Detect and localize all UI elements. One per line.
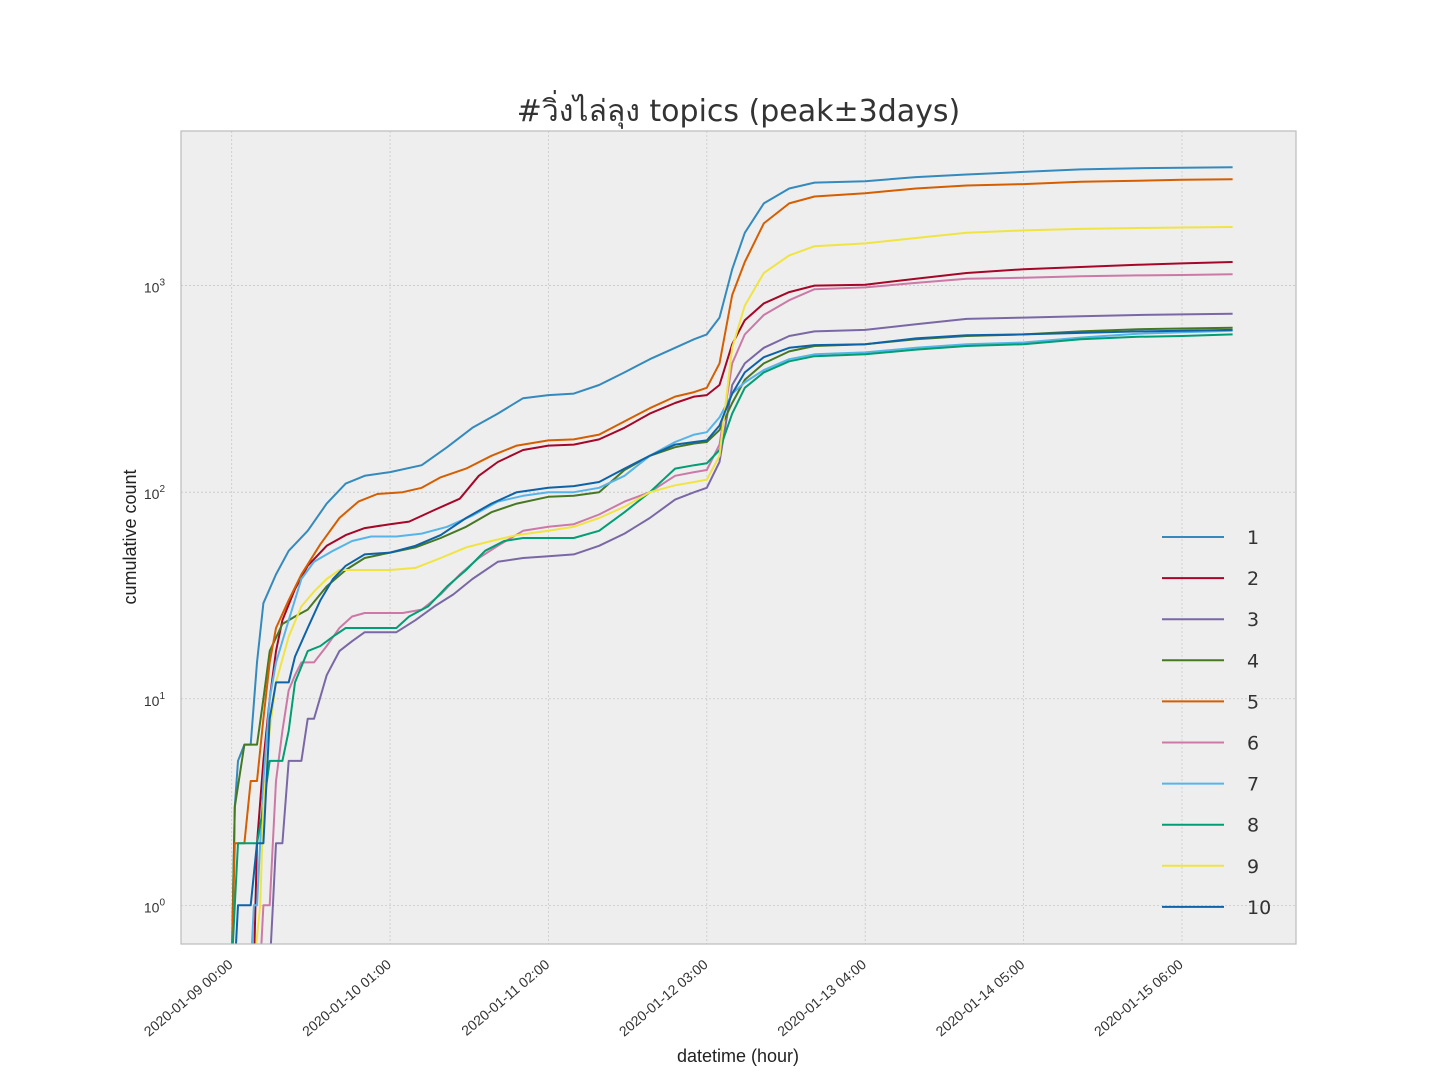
series-line-10 <box>235 328 1233 944</box>
y-tick-label: 102 <box>144 484 166 502</box>
y-tick-exponent: 0 <box>159 897 165 908</box>
y-tick-base: 10 <box>144 693 160 709</box>
legend: 1 2 3 4 5 6 7 8 9 10 <box>1162 527 1271 919</box>
x-tick-label: 2020-01-09 00:00 <box>141 956 236 1039</box>
series-lines <box>231 166 1233 944</box>
y-axis-label: cumulative count <box>120 469 140 604</box>
legend-label-2: 2 <box>1247 568 1259 590</box>
legend-label-10: 10 <box>1247 897 1271 919</box>
x-tick-label: 2020-01-10 01:00 <box>299 956 394 1039</box>
x-tick-label: 2020-01-11 02:00 <box>458 956 552 1039</box>
y-tick-label: 101 <box>144 691 166 709</box>
x-tick-labels: 2020-01-09 00:00 2020-01-10 01:00 2020-01-… <box>141 956 1186 1039</box>
legend-label-9: 9 <box>1247 856 1259 878</box>
series-line-8 <box>231 333 1233 944</box>
y-tick-base: 10 <box>144 280 160 296</box>
y-tick-base: 10 <box>144 899 160 915</box>
x-tick-label: 2020-01-14 05:00 <box>933 956 1028 1039</box>
series-line-3 <box>269 312 1233 944</box>
series-line-7 <box>250 329 1233 944</box>
series-line-6 <box>260 273 1233 944</box>
y-tick-base: 10 <box>144 486 160 502</box>
legend-label-8: 8 <box>1247 815 1259 837</box>
plot-frame <box>180 130 1297 945</box>
y-tick-label: 100 <box>144 897 166 915</box>
legend-label-4: 4 <box>1247 650 1259 672</box>
legend-label-3: 3 <box>1247 609 1259 631</box>
legend-label-5: 5 <box>1247 691 1259 713</box>
y-tick-exponent: 1 <box>159 691 165 702</box>
y-tick-exponent: 2 <box>159 484 165 495</box>
legend-label-1: 1 <box>1247 527 1259 549</box>
x-axis-label: datetime (hour) <box>677 1046 799 1066</box>
x-tick-label: 2020-01-12 03:00 <box>616 956 711 1039</box>
y-tick-label: 103 <box>144 278 166 296</box>
series-line-9 <box>255 226 1233 944</box>
y-tick-exponent: 3 <box>159 278 165 289</box>
series-line-1 <box>231 166 1233 944</box>
x-tick-label: 2020-01-13 04:00 <box>774 956 869 1039</box>
chart-title: #วิ่งไล่ลุง topics (peak±3days) <box>516 94 961 129</box>
gridlines <box>181 131 1296 944</box>
x-tick-label: 2020-01-15 06:00 <box>1091 956 1186 1039</box>
legend-label-6: 6 <box>1247 733 1259 755</box>
series-line-5 <box>231 178 1233 944</box>
legend-label-7: 7 <box>1247 774 1259 796</box>
